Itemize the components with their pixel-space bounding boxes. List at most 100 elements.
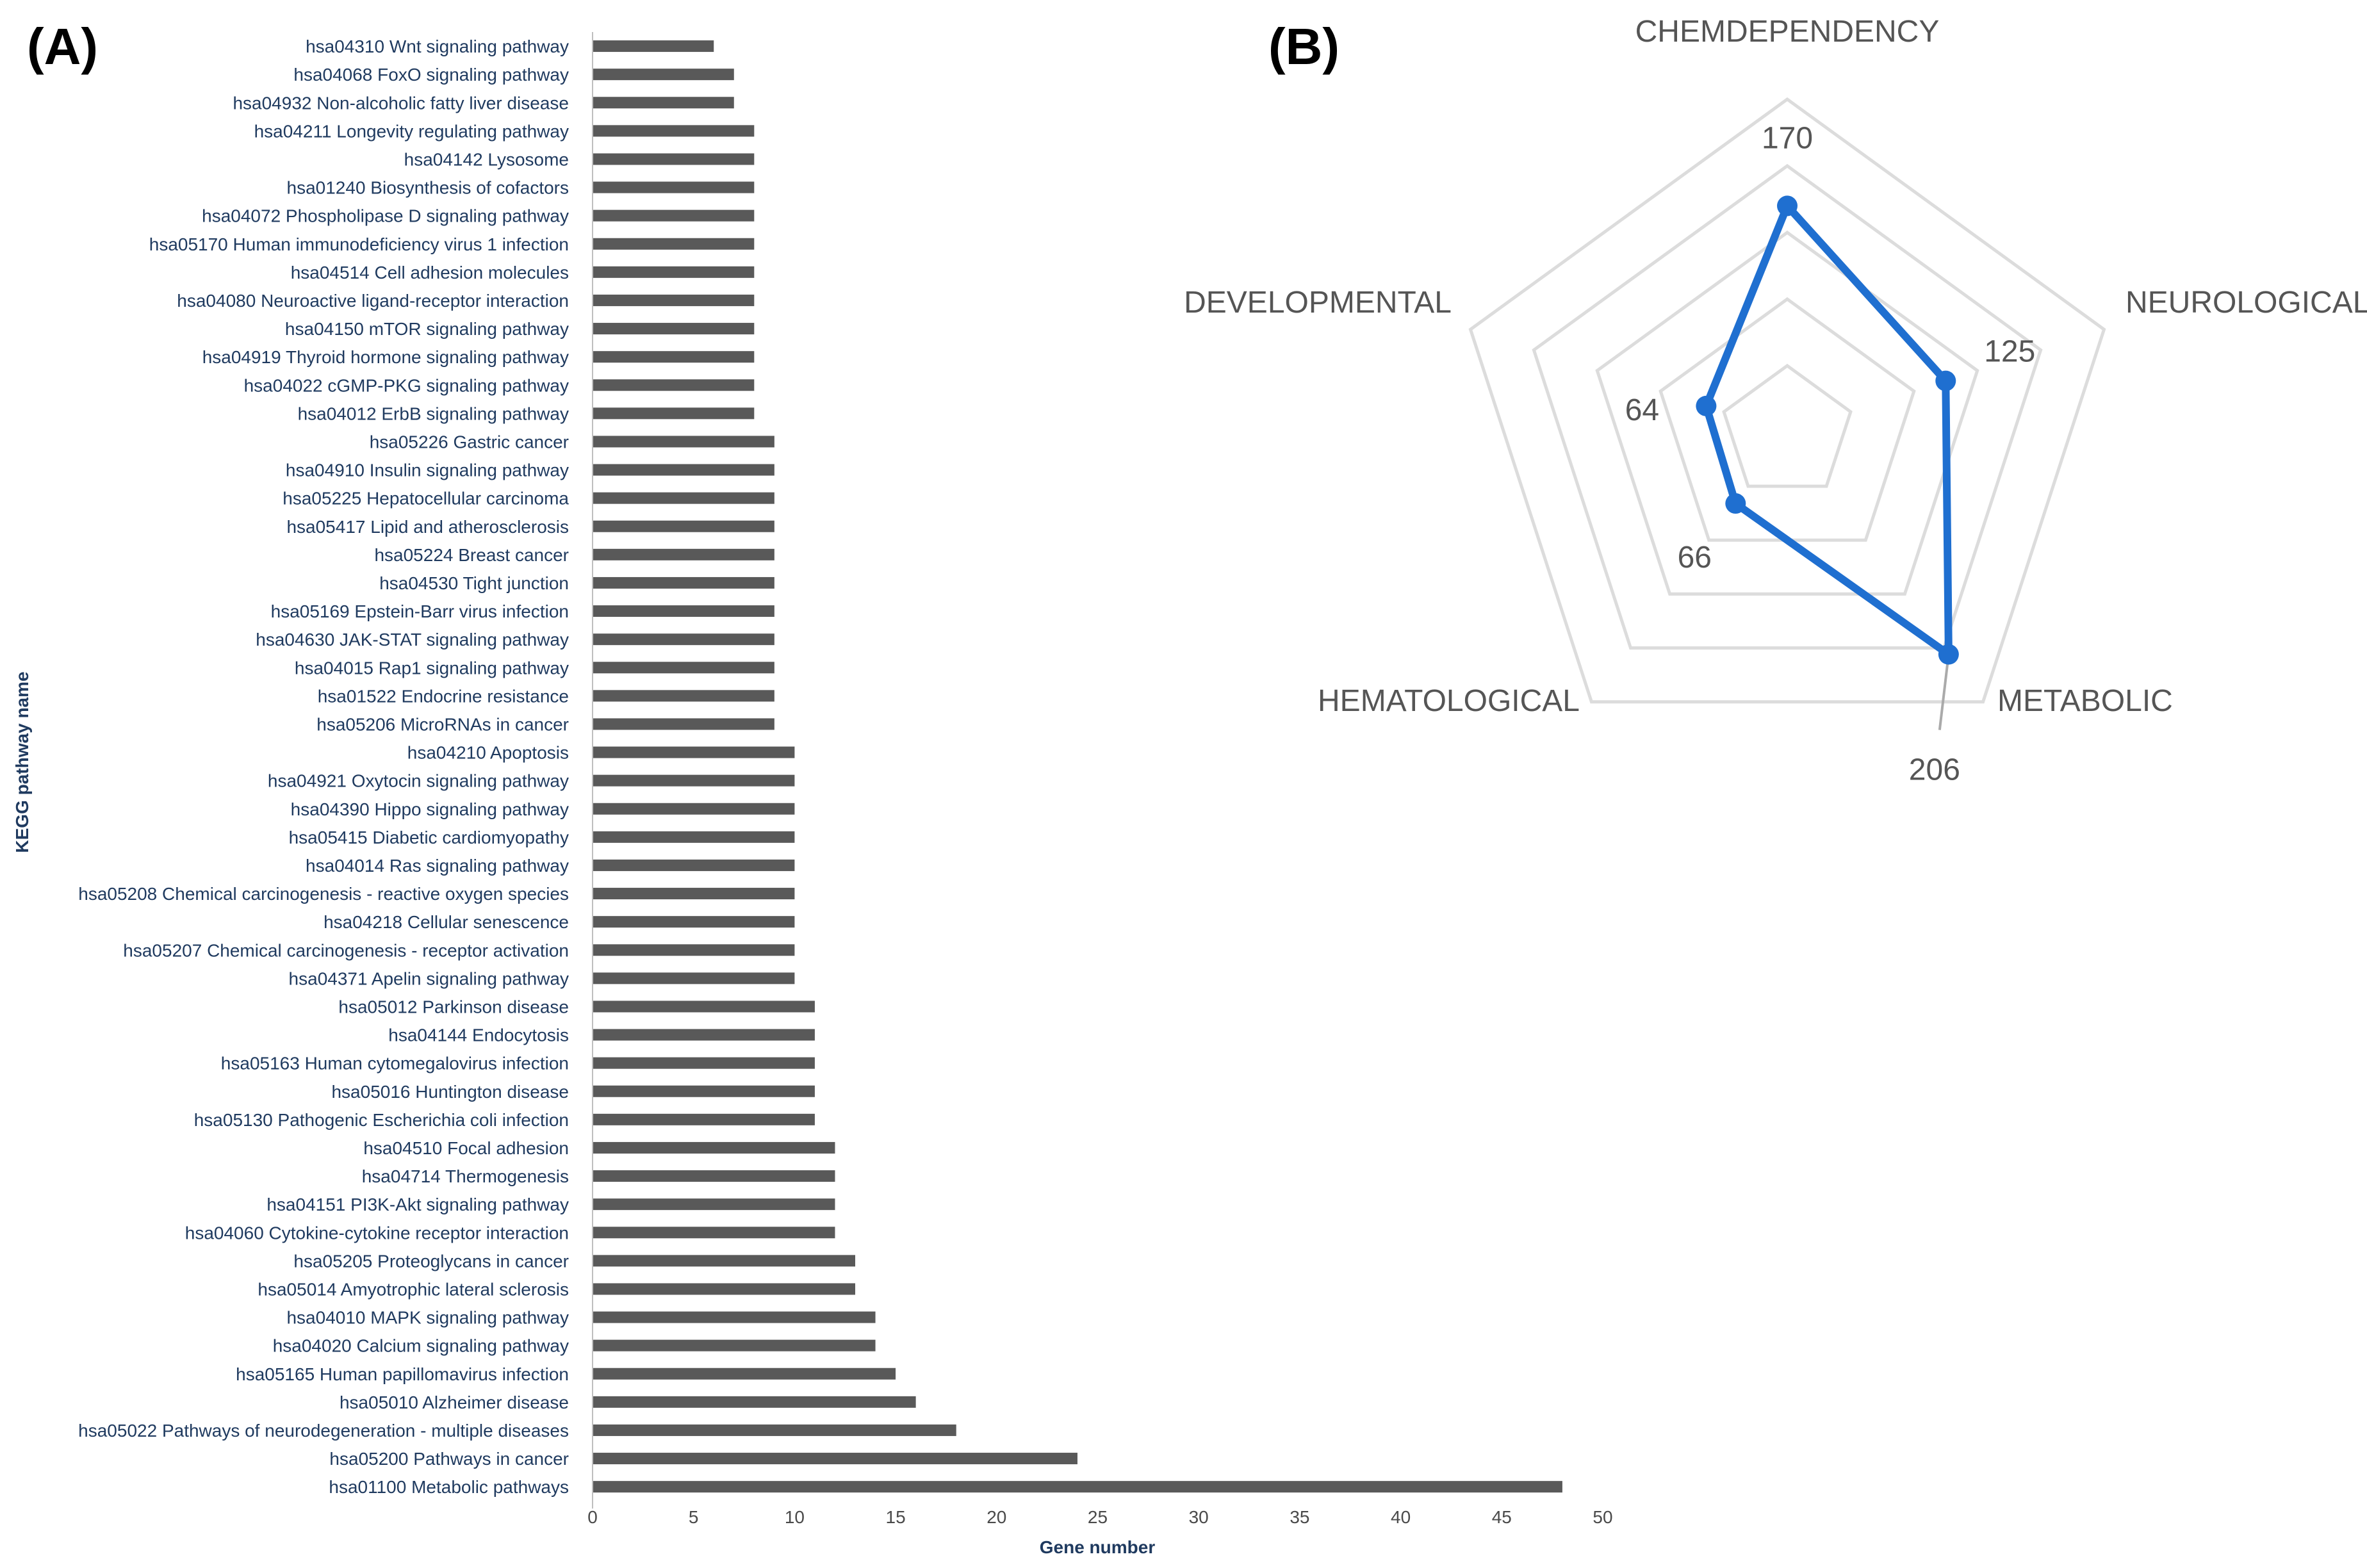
bar [593,40,714,53]
category-label: hsa04910 Insulin signaling pathway [286,461,569,480]
category-label: hsa05010 Alzheimer disease [340,1392,569,1412]
radar-point [1938,644,1959,665]
bar [593,1283,856,1295]
panel-label-a: (A) [27,18,98,75]
bar [593,633,774,646]
category-label: hsa05165 Human papillomavirus infection [236,1364,569,1384]
category-label: hsa04151 PI3K-Akt signaling pathway [266,1195,569,1214]
bar [593,1029,815,1041]
category-label: hsa05012 Parkinson disease [338,997,569,1017]
radar-value-label: 125 [1984,335,2035,369]
x-tick-label: 35 [1290,1507,1309,1527]
radar-axis-label: NEUROLOGICAL [2125,286,2367,320]
bar [593,972,795,984]
bar [593,464,774,476]
bar [593,1170,835,1182]
bar [593,1339,876,1352]
radar-axis-label: DEVELOPMENTAL [1184,286,1452,320]
radar-grid-ring [1468,97,2106,704]
category-label: hsa05163 Human cytomegalovirus infection [221,1054,569,1074]
x-tick-label: 0 [587,1507,598,1527]
category-label: hsa04921 Oxytocin signaling pathway [268,771,569,791]
bar [593,1368,896,1380]
bar [593,492,774,504]
category-label: hsa04514 Cell adhesion molecules [291,263,569,282]
bar [593,944,795,956]
category-label: hsa04144 Endocytosis [388,1025,569,1045]
x-tick-label: 25 [1088,1507,1108,1527]
bar [593,379,755,391]
x-tick-label: 30 [1189,1507,1209,1527]
category-label: hsa04015 Rap1 signaling pathway [295,658,569,678]
category-label: hsa05169 Epstein-Barr virus infection [271,601,569,621]
category-label: hsa04068 FoxO signaling pathway [293,65,569,85]
bar [593,323,755,335]
radar-grid-ring [1722,363,1853,488]
bar [593,718,774,730]
category-label: hsa04218 Cellular senescence [324,912,569,932]
category-label: hsa04210 Apoptosis [407,743,569,763]
category-label: hsa05415 Diabetic cardiomyopathy [289,828,569,847]
bar [593,1481,1562,1493]
category-label: hsa04510 Focal adhesion [363,1138,569,1158]
bar [593,576,774,589]
category-label: hsa04630 JAK-STAT signaling pathway [256,630,569,649]
bar [593,209,755,222]
bar [593,605,774,617]
category-label: hsa04932 Non-alcoholic fatty liver disea… [233,93,569,113]
bar [593,1311,876,1323]
category-label: hsa04371 Apelin signaling pathway [289,968,569,988]
data-label-leader [1938,654,1950,730]
bar [593,548,774,560]
x-tick-label: 45 [1492,1507,1512,1527]
radar-chart: 170 125 206 66 64 CHEMDEPENDENCY NEUROLOGICAL M… [1184,15,2367,787]
bar [593,1000,815,1013]
bar [593,662,774,674]
bar [593,407,755,420]
category-label: hsa04080 Neuroactive ligand-receptor int… [177,291,569,311]
x-tick-label: 50 [1593,1507,1612,1527]
bar [593,916,795,928]
radar-value-label: 66 [1678,541,1712,575]
category-label: hsa04919 Thyroid hormone signaling pathw… [202,347,569,367]
category-label: hsa04014 Ras signaling pathway [306,856,569,876]
bar [593,153,755,165]
bar [593,690,774,702]
category-label: hsa05016 Huntington disease [331,1082,569,1102]
category-label: hsa04060 Cytokine-cytokine receptor inte… [185,1223,569,1243]
bar [593,1085,815,1097]
bar-chart: hsa04310 Wnt signaling pathway hsa04068 F… [12,32,1613,1557]
bar [593,520,774,532]
bar [593,266,755,278]
bar [593,1424,956,1436]
category-label: hsa04390 Hippo signaling pathway [291,799,569,819]
category-label: hsa01240 Biosynthesis of cofactors [287,178,569,198]
x-tick-label: 40 [1391,1507,1411,1527]
category-label: hsa05224 Breast cancer [374,545,569,565]
bar [593,436,774,448]
category-label: hsa05225 Hepatocellular carcinoma [283,489,569,509]
category-label: hsa05417 Lipid and atherosclerosis [286,517,569,537]
x-axis-title: Gene number [1040,1537,1156,1557]
bar [593,1141,835,1154]
bar [593,1057,815,1069]
category-label: hsa04150 mTOR signaling pathway [285,319,569,339]
category-label: hsa05022 Pathways of neurodegeneration -… [78,1421,569,1441]
bar [593,774,795,787]
category-label: hsa05226 Gastric cancer [370,432,569,452]
category-label: hsa05170 Human immunodeficiency virus 1 … [149,234,569,254]
bar [593,294,755,306]
radar-grid-ring [1595,230,1979,596]
category-label: hsa04010 MAPK signaling pathway [286,1308,569,1328]
category-label: hsa04530 Tight junction [379,573,569,593]
bar [593,1113,815,1125]
radar-axis-label: METABOLIC [1997,684,2173,718]
bar [593,1227,835,1239]
radar-point [1696,395,1717,416]
radar-point [1725,493,1746,514]
x-tick-label: 10 [785,1507,805,1527]
category-label: hsa04022 cGMP-PKG signaling pathway [244,375,569,395]
bar [593,859,795,871]
